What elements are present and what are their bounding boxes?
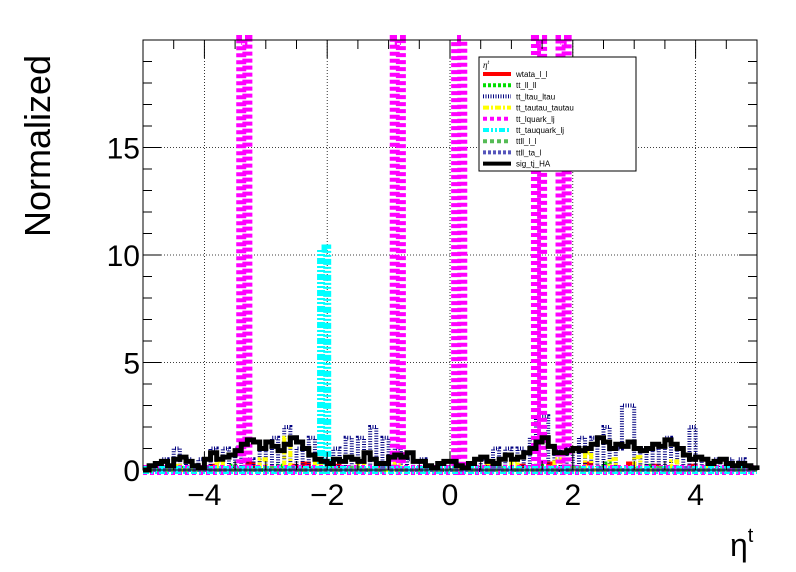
x-axis-title-superscript: t <box>748 525 754 547</box>
x-axis-title: ηt <box>730 525 754 563</box>
legend-header-main: η <box>483 60 488 70</box>
legend-label: tt_tauquark_lj <box>516 126 564 135</box>
legend: ηt wtata_l_l tt_ll_ll tt_ltau_ltau tt_tauta… <box>478 56 637 172</box>
legend-entry-tt-ll-ll: tt_ll_ll <box>483 81 537 90</box>
x-tick-label-4: 4 <box>687 479 704 512</box>
legend-label: wtata_l_l <box>515 70 548 79</box>
legend-label: ttll_l_l <box>516 137 537 146</box>
legend-header-superscript: t <box>487 60 489 66</box>
legend-entry-sig-tj-HA: sig_tj_HA <box>483 160 551 169</box>
x-tick-label-1: −2 <box>310 479 344 512</box>
legend-entry-wtata-l-l: wtata_l_l <box>483 70 548 79</box>
x-tick-label-0: −4 <box>187 479 221 512</box>
y-tick-label-0: 0 <box>123 455 140 488</box>
x-axis-title-main: η <box>730 527 748 563</box>
legend-entry-tt-lquark-lj: tt_lquark_lj <box>483 115 555 124</box>
legend-entry-tt-ltau-ltau: tt_ltau_ltau <box>483 92 555 101</box>
y-tick-label-3: 15 <box>107 133 140 166</box>
x-tick-label-2: 0 <box>442 479 459 512</box>
legend-label: tt_lquark_lj <box>516 115 555 124</box>
legend-header: ηt <box>483 60 489 70</box>
y-tick-label-2: 10 <box>107 240 140 273</box>
axis-tick-labels: −4 −2 0 2 4 0 5 10 15 <box>107 133 704 513</box>
x-tick-label-3: 2 <box>564 479 581 512</box>
legend-label: ttll_ta_l <box>516 148 542 157</box>
axis-ticks <box>142 39 758 471</box>
legend-entries: wtata_l_l tt_ll_ll tt_ltau_ltau tt_tautau_t… <box>483 70 574 169</box>
legend-entry-tt-tautau-tautau: tt_tautau_tautau <box>483 104 574 113</box>
series-sig-tj-HA <box>143 435 760 473</box>
y-tick-label-1: 5 <box>123 348 140 381</box>
legend-label: tt_ll_ll <box>516 81 537 90</box>
legend-label: tt_tautau_tautau <box>516 104 574 113</box>
legend-entry-ttll-ta-l: ttll_ta_l <box>483 148 542 157</box>
legend-entry-tt-tauquark-lj: tt_tauquark_lj <box>483 126 564 135</box>
y-axis-title: Normalized <box>17 55 58 237</box>
legend-label: tt_ltau_ltau <box>516 92 555 101</box>
legend-entry-ttll-l-l: ttll_l_l <box>483 137 537 146</box>
legend-label: sig_tj_HA <box>516 160 551 169</box>
